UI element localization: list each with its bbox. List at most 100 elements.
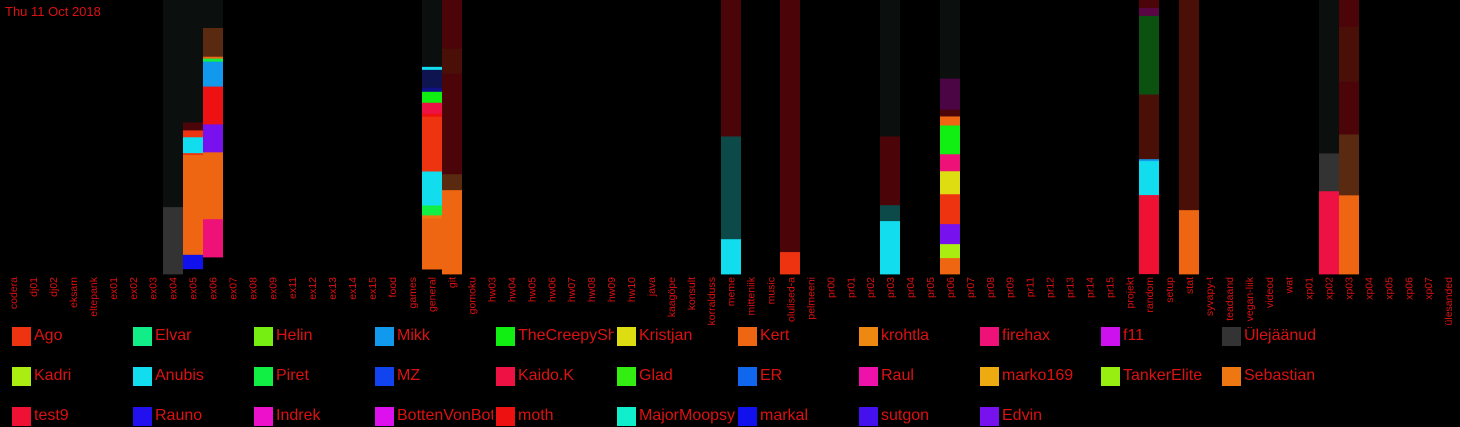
bar-segment [442, 174, 462, 191]
legend-swatch [496, 326, 515, 346]
legend-swatch [738, 366, 757, 386]
x-tick-label: pr00 [825, 277, 837, 298]
legend-swatch [254, 326, 273, 346]
legend-label: ER [760, 367, 783, 384]
x-tick-label: ex13 [327, 277, 339, 300]
x-tick-label: java [646, 277, 658, 297]
bar-segment [880, 0, 900, 137]
x-tick-label: xp05 [1383, 277, 1395, 300]
legend-swatch [375, 366, 394, 386]
legend-swatch [859, 366, 878, 386]
x-tick-label: pelmeeni [805, 277, 817, 320]
legend-item: Edvin [980, 405, 1098, 427]
legend-swatch [859, 406, 878, 426]
bar-segment [940, 224, 960, 245]
x-tick-label: pr02 [865, 277, 877, 298]
legend-label: Helin [276, 327, 313, 344]
legend-item: Kristjan [617, 325, 735, 347]
bar-segment [1319, 191, 1339, 275]
legend-label: sutgon [881, 407, 930, 424]
bar-segment [940, 116, 960, 126]
bar-segment [1179, 0, 1199, 211]
bar-segment [203, 155, 223, 220]
x-tick-label: pr07 [965, 277, 977, 298]
x-tick-label: food [387, 277, 399, 298]
legend-label: marko169 [1002, 367, 1074, 384]
bar-segment [422, 87, 442, 93]
bar-segment [1139, 159, 1159, 162]
x-tick-label: korralduss [706, 277, 718, 325]
legend-item: Sebastian [1222, 365, 1340, 387]
bar-segment [203, 61, 223, 87]
x-tick-label: setup [1164, 277, 1176, 303]
bar-segment [422, 66, 442, 71]
legend-item: Elvar [133, 325, 251, 347]
legend-swatch [980, 326, 999, 346]
x-tick-label: konsult [686, 277, 698, 310]
x-tick-label: hw04 [507, 277, 519, 302]
bar-segment [422, 215, 442, 219]
bar-segment [1339, 26, 1359, 83]
legend-label: Kadri [34, 367, 72, 384]
legend-label: firehax [1002, 327, 1051, 344]
bar-meme [721, 0, 741, 275]
x-tick-label: dj02 [48, 277, 60, 297]
bar-segment [422, 113, 442, 118]
bar-segment [780, 252, 800, 275]
bar-segment [780, 0, 800, 253]
bar-segment [1339, 195, 1359, 275]
legend-item: Kaido.K [496, 365, 614, 387]
x-tick-label: pr09 [1005, 277, 1017, 298]
legend-label: MajorMoopsy [639, 407, 735, 424]
bar-segment [880, 221, 900, 275]
bar-xp03 [1339, 0, 1359, 275]
x-tick-label: kaagöpe [666, 277, 678, 317]
legend-swatch [496, 406, 515, 426]
bar-segment [203, 86, 223, 125]
bar-segment [940, 154, 960, 172]
x-tick-label: ex06 [208, 277, 220, 300]
bar-olulised-a [780, 0, 800, 275]
legend-item: MZ [375, 365, 493, 387]
legend-swatch [12, 406, 31, 426]
legend-label: Indrek [276, 407, 321, 424]
x-tick-label: ex14 [347, 277, 359, 300]
legend-label: Edvin [1002, 407, 1043, 424]
bar-segment [203, 152, 223, 156]
legend-item: Rauno [133, 405, 251, 427]
legend-label: krohtla [881, 327, 930, 344]
legend-label: test9 [34, 407, 69, 424]
legend-swatch [375, 406, 394, 426]
x-tick-label: pr03 [885, 277, 897, 298]
bar-git [442, 0, 462, 275]
x-tick-label: gomoku [467, 277, 479, 315]
legend-item: moth [496, 405, 614, 427]
x-tick-label: hw07 [566, 277, 578, 302]
legend-label: TankerElite [1123, 367, 1203, 384]
legend-label: Piret [276, 367, 309, 384]
legend-swatch [133, 326, 152, 346]
legend-swatch [617, 366, 636, 386]
legend-swatch [617, 326, 636, 346]
legend-swatch [859, 326, 878, 346]
x-tick-label: syvapy-t [1204, 277, 1216, 316]
x-tick-label: pr08 [985, 277, 997, 298]
bar-segment [1139, 0, 1159, 9]
bar-pr03 [880, 0, 900, 275]
bar-segment [880, 205, 900, 222]
legend-label: Kert [760, 327, 790, 344]
x-tick-label: music [766, 277, 778, 304]
x-tick-label: pr12 [1045, 277, 1057, 298]
bar-segment [1319, 153, 1339, 192]
bar-segment [1139, 15, 1159, 95]
bar-segment [940, 244, 960, 259]
legend-label: TheCreepySh [518, 327, 614, 344]
legend-swatch [12, 326, 31, 346]
bar-segment [183, 137, 203, 154]
legend-item: Kadri [12, 365, 130, 387]
bar-segment [880, 136, 900, 206]
bar-segment [940, 125, 960, 155]
bar-segment [1319, 0, 1339, 154]
bar-segment [1339, 134, 1359, 196]
